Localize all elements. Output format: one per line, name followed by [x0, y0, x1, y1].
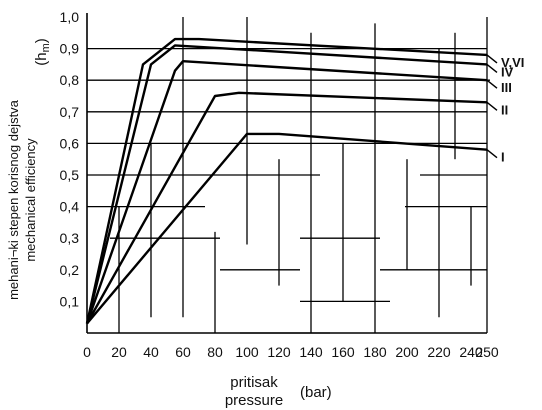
x-axis-unit: (bar): [300, 384, 332, 401]
tick-labels: 0,1 0,2 0,3 0,4 0,5 0,6 0,7 0,8 0,9 1,0 0 20 40 60 80 1…: [60, 9, 499, 360]
series-label: I: [501, 150, 505, 165]
x-tick-label: 240: [459, 344, 483, 360]
series-line-iv: [85, 44, 488, 324]
y-tick-label: 0,1: [60, 293, 80, 309]
x-tick-label: 140: [299, 344, 323, 360]
x-tick-label: 0: [83, 344, 91, 360]
series-leader-line: [486, 101, 498, 111]
series-leader-line: [486, 149, 498, 159]
series-leader-line: [486, 79, 498, 89]
series-line-ii: [85, 91, 488, 325]
x-tick-label: 120: [267, 344, 291, 360]
y-tick-label: 0,3: [60, 230, 80, 246]
x-tick-label: 60: [175, 344, 191, 360]
x-tick-label: 160: [331, 344, 355, 360]
series-line-i: [86, 132, 488, 325]
x-tick-label: 80: [207, 344, 223, 360]
y-axis-symbol: (hm): [33, 38, 52, 66]
grid: [87, 17, 490, 334]
x-tick-label: 220: [427, 344, 451, 360]
y-tick-label: 0,8: [60, 72, 80, 88]
x-tick-label: 180: [363, 344, 387, 360]
y-axis-symbol-open: (h: [33, 52, 50, 65]
y-axis-symbol-sub: m: [40, 43, 52, 52]
y-tick-label: 0,6: [60, 135, 80, 151]
series-line-v-vi: [85, 37, 488, 324]
x-axis-label-line1: pritisak: [230, 374, 278, 391]
series-label: II: [501, 102, 508, 117]
x-tick-label: 250: [475, 344, 499, 360]
x-tick-label: 200: [395, 344, 419, 360]
series-leader-line: [486, 54, 498, 64]
axes: [86, 13, 487, 334]
x-axis-label-line2: pressure: [225, 392, 283, 409]
series-label: IV: [501, 64, 514, 79]
y-tick-label: 0,7: [60, 104, 80, 120]
y-tick-label: 0,2: [60, 262, 80, 278]
y-tick-label: 0,9: [60, 41, 80, 57]
series-line-iii: [85, 60, 488, 324]
x-tick-label: 40: [143, 344, 159, 360]
y-tick-label: 0,4: [60, 199, 80, 215]
y-axis-label-line2: mechanical efficiency: [23, 138, 38, 262]
x-tick-label: 20: [111, 344, 127, 360]
series-label: V,VI: [501, 55, 524, 70]
y-tick-label: 0,5: [60, 167, 80, 183]
series-label: III: [501, 80, 512, 95]
y-axis-symbol-close: ): [33, 38, 50, 43]
y-tick-label: 1,0: [60, 9, 80, 25]
x-tick-label: 100: [235, 344, 259, 360]
series-leader-line: [486, 63, 498, 73]
y-axis-label-line1: mehani¬ki stepen korisnog dejstva: [6, 99, 21, 300]
